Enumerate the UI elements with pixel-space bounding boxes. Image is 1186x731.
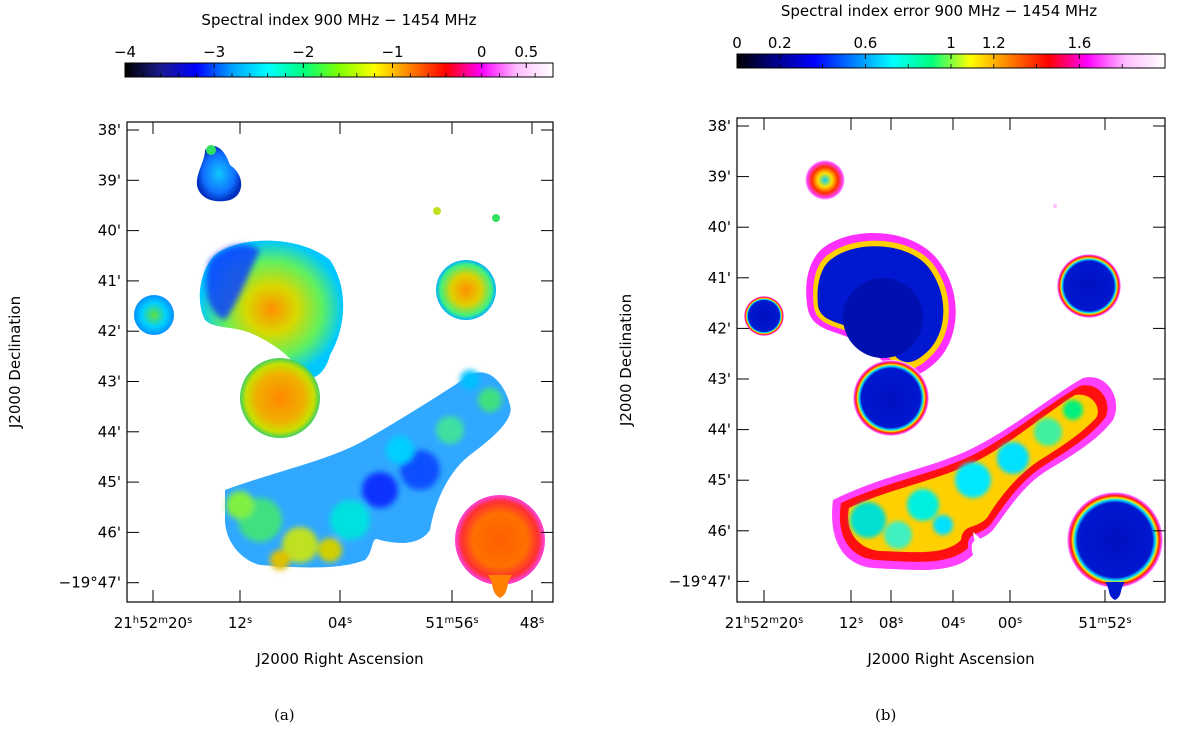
colorbar-tick-label-4: 1.2	[982, 34, 1006, 52]
y-axis-label: J2000 Declination	[6, 296, 24, 429]
colorbar-tick-label-3: 1	[946, 34, 956, 52]
x-tick-label-1: 12s	[839, 614, 863, 632]
compact-north	[196, 145, 242, 202]
tail-blob-4	[1034, 418, 1062, 446]
speck-2	[492, 214, 500, 222]
tail-blob-6	[436, 416, 464, 444]
panel-b: Spectral index error 900 MHz − 1454 MHz 0…	[593, 0, 1186, 731]
tail-blob-7	[933, 515, 953, 535]
x-tick-label-3: 51m56s	[425, 614, 478, 632]
x-tick-label-0: 21h52m20s	[725, 614, 804, 632]
y-tick-label-9: −19°47'	[669, 572, 731, 590]
y-tick-label-0: 38'	[98, 121, 121, 139]
y-tick-label-4: 42'	[708, 319, 731, 337]
y-tick-label-1: 39'	[708, 168, 731, 186]
tail-blob-1	[907, 489, 939, 521]
west-compact	[134, 295, 174, 335]
y-tick-label-5: 43'	[708, 370, 731, 388]
y-tick-label-6: 44'	[98, 423, 121, 441]
colorbar-tick-label-2: −2	[292, 43, 314, 61]
west-compact	[744, 296, 784, 336]
colorbar-tick-label-1: −3	[203, 43, 225, 61]
tail-blob-7	[478, 388, 502, 412]
colorbar-tick-label-5: 0.5	[514, 43, 538, 61]
tail-blob-6	[884, 521, 912, 549]
y-tick-label-0: 38'	[708, 117, 731, 135]
y-tick-label-4: 42'	[98, 322, 121, 340]
tail-blob-3	[330, 500, 370, 540]
x-tick-label-4: 00s	[998, 614, 1022, 632]
y-tick-label-8: 46'	[98, 523, 121, 541]
colorbar-tick-label-2: 0.6	[853, 34, 877, 52]
y-tick-label-3: 41'	[708, 269, 731, 287]
tail-blob-8	[318, 538, 342, 562]
colorbar-tick-label-5: 1.6	[1067, 34, 1091, 52]
x-tick-label-3: 04s	[941, 614, 965, 632]
colorbar-tick-label-0: 0	[732, 34, 742, 52]
x-tick-label-1: 12s	[228, 614, 252, 632]
lobe-core	[843, 278, 923, 358]
y-tick-label-7: 45'	[98, 473, 121, 491]
tail-blob-0	[850, 502, 886, 538]
east-compact	[1057, 254, 1121, 318]
east-compact	[436, 260, 496, 320]
colorbar-tick-label-3: −1	[381, 43, 403, 61]
bright-southwest	[1067, 492, 1163, 588]
speck-1	[1053, 204, 1057, 208]
tail-blob-2	[226, 491, 254, 519]
y-tick-label-2: 40'	[708, 218, 731, 236]
colorbar-title: Spectral index 900 MHz − 1454 MHz	[201, 11, 476, 29]
colorbar-tick-label-0: −4	[114, 43, 136, 61]
x-axis-label: J2000 Right Ascension	[255, 650, 423, 668]
spectral-index-error-map: Spectral index error 900 MHz − 1454 MHz 0…	[617, 2, 1166, 668]
tail-blob-5	[1063, 400, 1083, 420]
speck-1	[433, 207, 441, 215]
colorbar-tick-label-4: 0	[477, 43, 487, 61]
y-tick-label-5: 43'	[98, 373, 121, 391]
colorbar-title: Spectral index error 900 MHz − 1454 MHz	[781, 2, 1097, 20]
y-tick-label-1: 39'	[98, 171, 121, 189]
plot-frame	[736, 117, 1166, 603]
lobe-blue-edge	[205, 244, 260, 320]
tail-texture	[850, 400, 1083, 549]
southwest-tail	[488, 575, 512, 598]
tail-blob-3	[997, 442, 1029, 474]
colorbar-tick-label-1: 0.2	[768, 34, 792, 52]
spectral-index-map: Spectral index 900 MHz − 1454 MHz −4 −3 −2 −…	[6, 11, 554, 668]
compact-north-tip	[206, 145, 216, 155]
tail-blob-9	[270, 550, 290, 570]
bright-southwest	[455, 495, 545, 585]
x-tick-label-5: 51m52s	[1078, 614, 1131, 632]
tail-blob-10	[460, 370, 480, 390]
panel-a: Spectral index 900 MHz − 1454 MHz −4 −3 −2 −…	[6, 11, 554, 724]
image-layer	[134, 145, 545, 598]
core-source	[240, 358, 320, 438]
tail-blob-5	[400, 450, 440, 490]
panel-caption-a: (a)	[274, 706, 295, 724]
x-axis-label: J2000 Right Ascension	[866, 650, 1034, 668]
x-tick-label-2: 08s	[879, 614, 903, 632]
tail-texture	[226, 370, 502, 570]
x-tick-label-4: 48s	[520, 614, 544, 632]
compact-north	[805, 160, 845, 200]
panel-caption-b: (b)	[875, 706, 897, 724]
tail-blob-2	[955, 462, 991, 498]
y-tick-label-3: 41'	[98, 272, 121, 290]
y-tick-label-9: −19°47'	[59, 574, 121, 592]
tail-blob-1	[282, 527, 318, 563]
y-axis-label: J2000 Declination	[617, 294, 635, 427]
x-tick-label-0: 21h52m20s	[114, 614, 193, 632]
y-tick-label-7: 45'	[708, 471, 731, 489]
x-tick-label-2: 04s	[328, 614, 352, 632]
tail-blob-4	[362, 472, 398, 508]
core-source	[853, 360, 929, 436]
y-tick-label-8: 46'	[708, 522, 731, 540]
tail-blob-11	[386, 436, 414, 464]
image-layer	[744, 160, 1163, 600]
y-tick-label-2: 40'	[98, 222, 121, 240]
tail-notch	[973, 532, 985, 558]
southwest-tail	[1105, 582, 1125, 600]
y-tick-label-6: 44'	[708, 421, 731, 439]
